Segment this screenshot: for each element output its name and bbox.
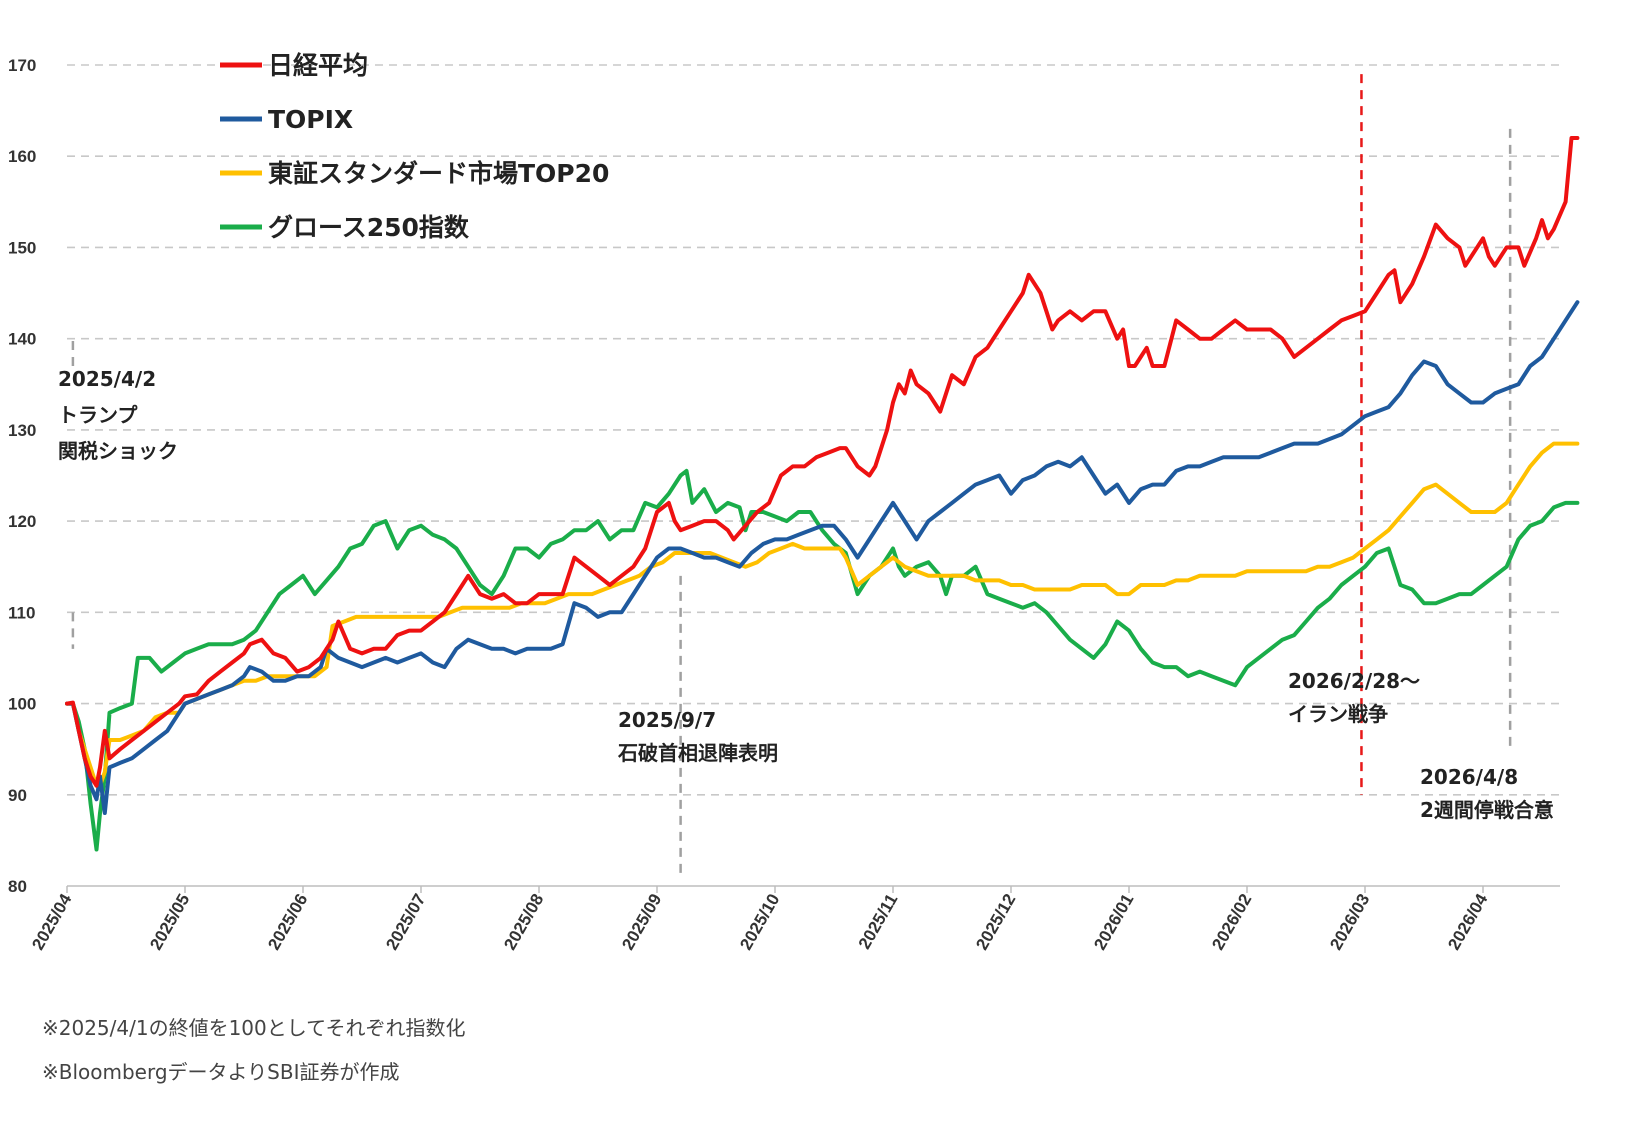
legend-label-3: 東証スタンダード市場TOP20	[268, 159, 609, 188]
series-line-2	[65, 300, 1580, 815]
series-line-3	[65, 441, 1580, 788]
x-tick-label: 2025/12	[972, 891, 1019, 954]
note-index-base: ※2025/4/1の終値を100としてそれぞれ指数化	[42, 1016, 466, 1040]
event-lines	[71, 74, 1512, 877]
x-tick-label: 2026/02	[1208, 891, 1255, 954]
x-tick-label: 2025/08	[500, 891, 547, 954]
annotation-4-line-2: 2週間停戦合意	[1420, 798, 1554, 822]
x-tick-label: 2026/01	[1090, 891, 1137, 954]
y-tick-label: 110	[8, 603, 35, 622]
legend-label-4: グロース250指数	[268, 213, 470, 242]
legend: 日経平均 TOPIX 東証スタンダード市場TOP20 グロース250指数	[220, 51, 609, 242]
y-tick-label: 160	[8, 147, 36, 166]
y-tick-label: 170	[8, 56, 36, 75]
annotation-1-line-2: トランプ	[58, 403, 138, 427]
y-tick-label: 100	[8, 695, 36, 714]
x-axis: 2025/04 2025/05 2025/06 2025/07 2025/08 2025/…	[28, 885, 1560, 954]
x-tick-label: 2025/09	[618, 891, 665, 954]
y-tick-label: 120	[8, 512, 36, 531]
annotation-3-line-1: 2026/2/28～	[1288, 669, 1420, 693]
note-source: ※BloombergデータよりSBI証券が作成	[42, 1060, 400, 1084]
annotation-2-line-2: 石破首相退陣表明	[617, 741, 778, 765]
x-tick-label: 2026/03	[1326, 891, 1373, 954]
annotation-1-line-3: 関税ショック	[58, 439, 178, 463]
y-tick-label: 90	[8, 786, 27, 805]
x-tick-label: 2025/04	[28, 890, 75, 953]
series-line-4	[65, 468, 1580, 852]
y-tick-label: 150	[8, 238, 36, 257]
x-tick-label: 2025/07	[382, 891, 429, 954]
x-tick-label: 2026/04	[1444, 890, 1491, 953]
x-tick-label: 2025/11	[855, 891, 902, 953]
annotation-2-line-1: 2025/9/7	[618, 708, 716, 732]
series-line-1	[65, 136, 1580, 788]
annotation-1-line-1: 2025/4/2	[58, 367, 156, 391]
y-tick-label: 130	[8, 421, 36, 440]
x-tick-label: 2025/06	[264, 891, 311, 954]
x-tick-label: 2025/05	[146, 891, 193, 954]
legend-label-2: TOPIX	[268, 105, 353, 134]
annotation-3-line-2: イラン戦争	[1288, 702, 1388, 726]
series-lines	[65, 136, 1580, 852]
y-tick-label: 140	[8, 330, 36, 349]
y-tick-label: 80	[8, 877, 27, 896]
gridlines	[67, 64, 1560, 796]
legend-label-1: 日経平均	[268, 51, 368, 80]
y-axis: 80 90 100 110 120 130 140 150 160 170	[8, 56, 36, 896]
annotation-4-line-1: 2026/4/8	[1420, 765, 1518, 789]
x-tick-label: 2025/10	[736, 891, 783, 954]
